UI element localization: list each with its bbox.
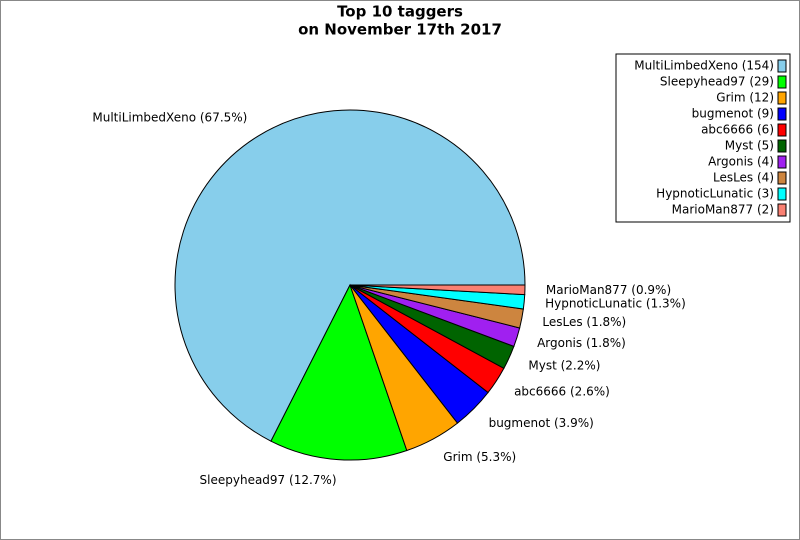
legend-label: Argonis (4) — [708, 155, 774, 169]
legend-label: Sleepyhead97 (29) — [660, 75, 774, 89]
legend-swatch — [777, 123, 787, 137]
slice-label: abc6666 (2.6%) — [514, 385, 610, 399]
legend-swatch — [777, 139, 787, 153]
legend-label: MultiLimbedXeno (154) — [634, 59, 774, 73]
slice-label: MarioMan877 (0.9%) — [546, 283, 671, 297]
chart-title: Top 10 taggers — [337, 3, 463, 21]
legend-swatch — [777, 171, 787, 185]
legend-box — [615, 53, 791, 223]
legend-swatch — [777, 107, 787, 121]
slice-label: MultiLimbedXeno (67.5%) — [92, 111, 247, 125]
legend-label: Myst (5) — [725, 139, 774, 153]
legend-swatch — [777, 203, 787, 217]
legend-label: MarioMan877 (2) — [672, 203, 774, 217]
slice-label: Myst (2.2%) — [528, 359, 600, 373]
slice-label: Grim (5.3%) — [443, 450, 516, 464]
pie-slice — [174, 109, 526, 442]
legend-swatch — [777, 187, 787, 201]
legend-swatch — [777, 59, 787, 73]
legend-swatch — [777, 155, 787, 169]
slice-label: Argonis (1.8%) — [537, 336, 626, 350]
legend-label: Grim (12) — [716, 91, 774, 105]
slice-label: HypnoticLunatic (1.3%) — [545, 296, 686, 310]
legend-label: bugmenot (9) — [692, 107, 774, 121]
legend-label: LesLes (4) — [713, 171, 774, 185]
legend-label: HypnoticLunatic (3) — [656, 187, 774, 201]
slice-label: LesLes (1.8%) — [542, 315, 626, 329]
legend-swatch — [777, 75, 787, 89]
chart-subtitle: on November 17th 2017 — [298, 21, 502, 39]
legend-swatch — [777, 91, 787, 105]
legend-label: abc6666 (6) — [701, 123, 774, 137]
slice-label: bugmenot (3.9%) — [489, 416, 594, 430]
slice-label: Sleepyhead97 (12.7%) — [200, 473, 337, 487]
pie-slice — [270, 283, 408, 461]
pie-slice — [349, 284, 526, 296]
